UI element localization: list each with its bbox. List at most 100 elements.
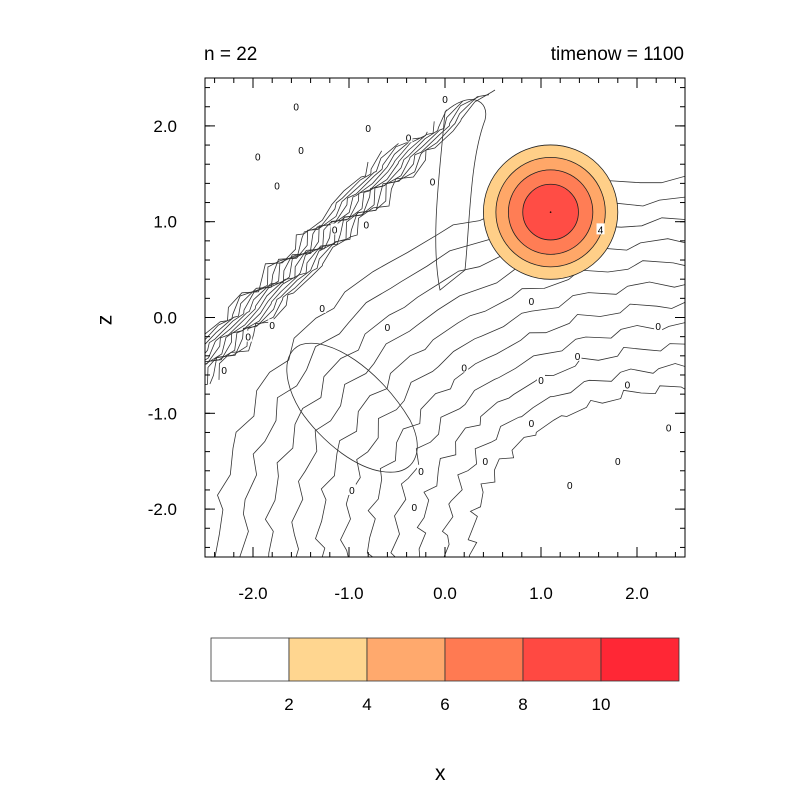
x-tick-label: 0.0 [433, 584, 457, 603]
contour-label: 0 [418, 467, 424, 478]
contour-label: 0 [365, 124, 371, 135]
contour-line [416, 343, 685, 557]
contour-line [286, 343, 418, 473]
y-tick-label: 1.0 [153, 213, 177, 232]
contour-line [218, 89, 496, 380]
colorbar-box [366, 637, 446, 682]
contour-line [435, 99, 487, 291]
contour-label-bg [527, 295, 536, 307]
colorbar-box [522, 637, 602, 682]
contour-label-bg [410, 501, 419, 513]
x-tick-label: 2.0 [625, 584, 649, 603]
contour-line [205, 143, 399, 345]
contour-label-bg [253, 150, 262, 162]
contour-line [209, 94, 490, 385]
contour-label-bg [613, 455, 622, 467]
contour-label-bg [347, 483, 356, 495]
contour-labels: 0 0 0 0 0 0 0 0 0 0 0 0 0 0 0 0 0 0 0 0 0 0 0 0 0 0 0 0 0 4 [220, 93, 673, 514]
contour-line [205, 139, 414, 354]
contour-label-bg [268, 319, 277, 331]
contour-label: 0 [430, 177, 436, 188]
contour-label: 0 [615, 457, 621, 468]
axes: -2.0 -1.0 0.0 1.0 2.0 2.0 1.0 0.0 -1.0 -2.0 [148, 78, 685, 603]
contour-label: 0 [529, 297, 535, 308]
x-axis-label: x [435, 762, 446, 785]
colorbar-box [288, 637, 368, 682]
contour-label: 4 [598, 225, 604, 236]
contour-line [205, 137, 422, 361]
contour-label-bg [292, 100, 301, 112]
contour-label: 0 [221, 366, 227, 377]
contour-label: 0 [332, 225, 338, 236]
contour-label: 0 [293, 103, 299, 114]
contour-label-bg [596, 223, 605, 235]
contour-label: 0 [349, 486, 355, 497]
contour-label: 0 [567, 481, 573, 492]
contour-label: 0 [363, 221, 369, 232]
contour-label: 0 [666, 424, 672, 435]
contour-line [441, 363, 685, 557]
contour-label: 0 [461, 363, 467, 374]
contour-label: 0 [274, 181, 280, 192]
contour-label: 0 [385, 323, 391, 334]
contour-label-bg [527, 416, 536, 428]
colorbar: 2 4 6 8 10 [210, 637, 680, 714]
x-tick-label: 1.0 [529, 584, 553, 603]
y-tick-label: -1.0 [148, 404, 177, 423]
contour-label-bg [460, 361, 469, 373]
contour-label: 0 [406, 133, 412, 144]
y-tick-label: -2.0 [148, 500, 177, 519]
contour-label: 0 [255, 153, 261, 164]
contour-label-bg [481, 455, 490, 467]
contour-line [340, 281, 685, 557]
contour-label: 0 [538, 376, 544, 387]
contour-label: 0 [483, 457, 489, 468]
x-tick-label: -1.0 [334, 584, 363, 603]
contour-label: 0 [269, 321, 275, 332]
contour-line [205, 121, 435, 365]
colorbar-box [444, 637, 524, 682]
contour-label-bg [318, 301, 327, 313]
contour-label-bg [573, 349, 582, 361]
contour-label-bg [654, 320, 663, 332]
contour-label-bg [537, 373, 545, 385]
plot-background [205, 78, 685, 557]
filled-contours [482, 144, 619, 280]
contour-line [205, 150, 383, 341]
plot-area: 0 0 0 0 0 0 0 0 0 0 0 0 0 0 0 0 0 0 0 0 0 0 0 0 0 0 0 0 0 4 [204, 77, 686, 558]
contour-label-bg [404, 131, 413, 143]
colorbar-label: 4 [362, 695, 371, 714]
contour-label-bg [441, 93, 449, 105]
peak-marker [549, 211, 552, 213]
contour-line [467, 385, 685, 557]
contour-label: 0 [298, 146, 304, 157]
contour-label: 0 [575, 352, 581, 363]
contour-line [390, 322, 685, 557]
contour-label-bg [220, 364, 229, 376]
colorbar-box [600, 637, 680, 682]
contour-line [205, 109, 447, 363]
contour-line [366, 301, 685, 557]
contour-label-bg [664, 421, 673, 433]
y-tick-label: 0.0 [153, 309, 177, 328]
contour-label: 0 [655, 322, 661, 333]
contour-label-bg [428, 175, 437, 187]
contour-label-bg [273, 179, 281, 191]
contour-label-bg [244, 330, 253, 342]
contour-label-bg [297, 143, 305, 155]
contour-label: 0 [625, 381, 631, 392]
contour-label-bg [417, 464, 425, 476]
colorbar-label: 10 [592, 695, 611, 714]
contour-label: 0 [319, 304, 325, 315]
contour-label-bg [383, 321, 392, 333]
x-tick-label: -2.0 [238, 584, 267, 603]
contour-label-bg [565, 479, 574, 491]
title-left: n = 22 [204, 44, 258, 65]
contour-line [205, 100, 464, 363]
contour-label: 0 [245, 333, 251, 344]
contour-label-bg [362, 218, 371, 230]
contour-label: 0 [529, 419, 535, 430]
colorbar-label: 2 [284, 695, 293, 714]
contour-label: 0 [411, 503, 417, 514]
